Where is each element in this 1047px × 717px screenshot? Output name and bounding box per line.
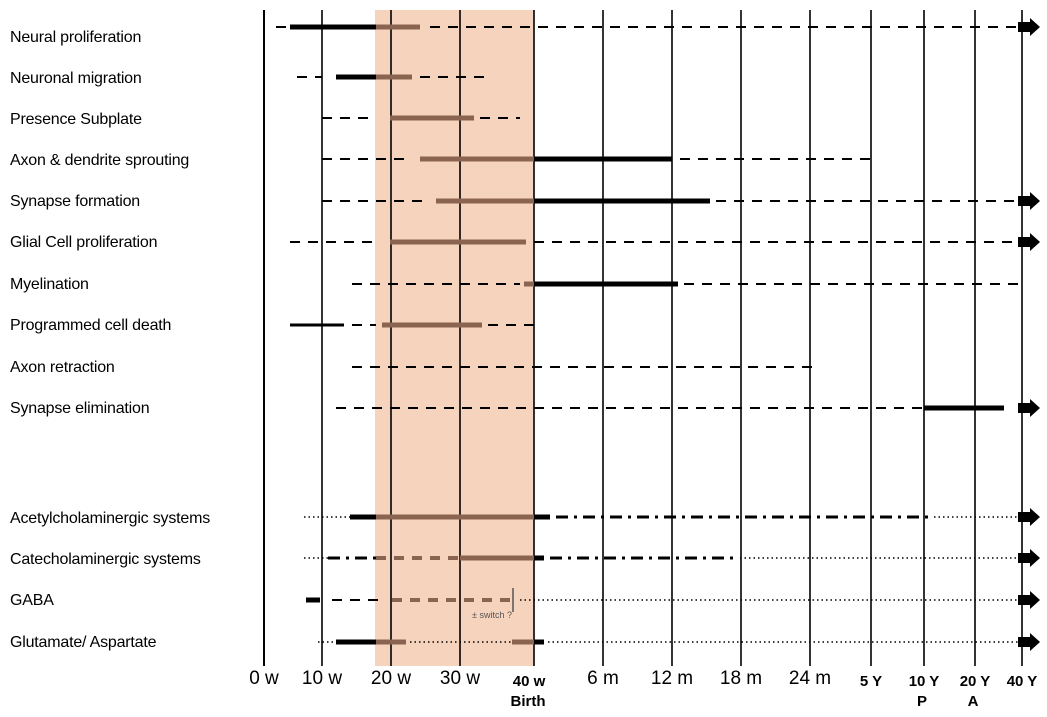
- sublabel-adulthood: A: [967, 693, 979, 710]
- row-label-glutamate-aspartate: Glutamate/ Aspartate: [10, 634, 157, 651]
- sublabel-birth: Birth: [510, 693, 546, 710]
- tick-label-20w: 20 w: [370, 668, 412, 689]
- glial-arrow: [1018, 233, 1040, 251]
- row-label-synapse-elimination: Synapse elimination: [10, 400, 150, 417]
- row-label-catecholaminergic: Catecholaminergic systems: [10, 551, 201, 568]
- catechol-arrow: [1018, 549, 1040, 567]
- row-label-neural-proliferation: Neural proliferation: [10, 29, 142, 46]
- row-label-synapse-formation: Synapse formation: [10, 193, 141, 210]
- tick-label-40w: 40 w: [512, 673, 546, 690]
- tick-label-18m: 18 m: [719, 668, 763, 689]
- synapse-formation-arrow: [1018, 192, 1040, 210]
- tick-label-20y: 20 Y: [959, 673, 991, 690]
- row-label-presence-subplate: Presence Subplate: [10, 111, 142, 128]
- prenatal-highlight-band: [375, 10, 534, 666]
- ach-arrow: [1018, 508, 1040, 526]
- gaba-arrow: [1018, 591, 1040, 609]
- neural-proliferation-arrow: [1018, 18, 1040, 36]
- tick-label-10w: 10 w: [301, 668, 343, 689]
- row-label-acetylcholaminergic: Acetylcholaminergic systems: [10, 510, 210, 527]
- sublabel-puberty: P: [916, 693, 928, 710]
- row-label-axon-retraction: Axon retraction: [10, 359, 115, 376]
- tick-label-5y: 5 Y: [859, 673, 883, 690]
- row-label-myelination: Myelination: [10, 276, 89, 293]
- row-label-axon-dendrite-sprouting: Axon & dendrite sprouting: [10, 152, 190, 169]
- glutamate-arrow: [1018, 633, 1040, 651]
- synapse-elimination-arrow: [1018, 399, 1040, 417]
- row-label-gaba: GABA: [10, 592, 54, 609]
- tick-label-24m: 24 m: [788, 668, 832, 689]
- tick-label-12m: 12 m: [650, 668, 694, 689]
- row-label-neuronal-migration: Neuronal migration: [10, 70, 142, 87]
- tick-label-30w: 30 w: [439, 668, 481, 689]
- tick-label-0w: 0 w: [249, 668, 279, 689]
- tick-label-10y: 10 Y: [908, 673, 940, 690]
- gaba-switch-note: ± switch ?: [472, 610, 512, 620]
- row-label-glial-cell-proliferation: Glial Cell proliferation: [10, 234, 158, 251]
- row-label-programmed-cell-death: Programmed cell death: [10, 317, 172, 334]
- tick-label-6m: 6 m: [587, 668, 619, 689]
- tick-label-40y: 40 Y: [1006, 673, 1038, 690]
